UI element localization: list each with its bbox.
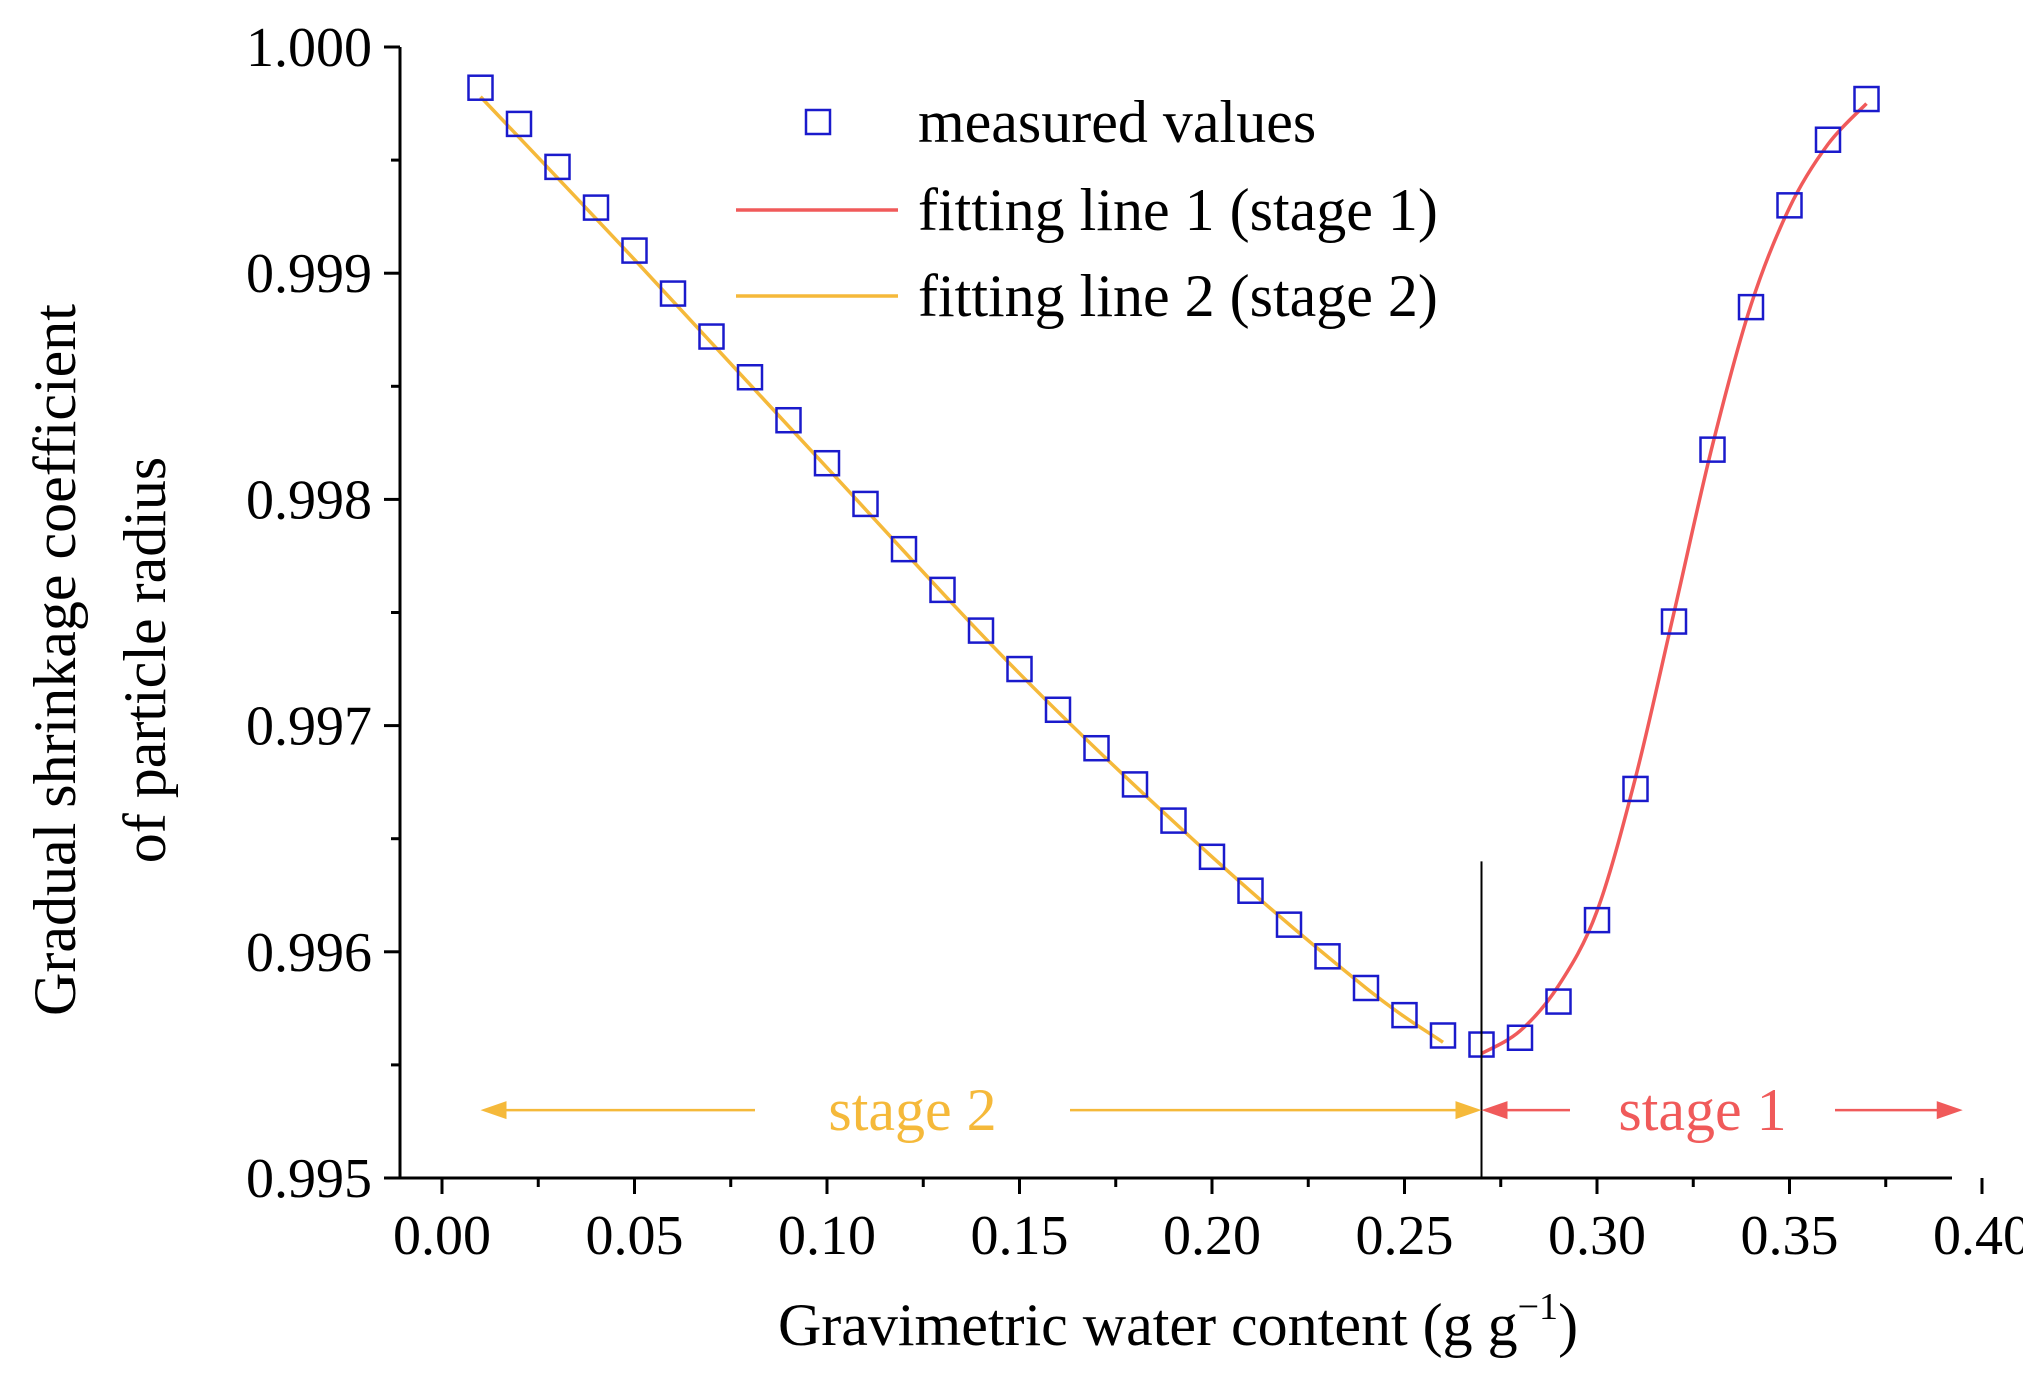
x-tick-label: 0.35 — [1741, 1205, 1839, 1267]
measured-point — [1660, 608, 1688, 635]
x-tick-label: 0.25 — [1356, 1205, 1454, 1267]
x-axis-title: Gravimetric water content (g g−1) — [778, 1286, 1578, 1358]
stage-annotations: stage 2 stage 1 — [480, 861, 1963, 1178]
y-tick-label: 1.000 — [246, 17, 372, 79]
x-tick-label: 0.00 — [393, 1205, 491, 1267]
measured-point — [1275, 911, 1303, 938]
stage-2-arrow-arrowhead-left — [480, 1101, 507, 1120]
axes: 0.00 0.05 0.10 0.15 0.20 0.25 0.30 0.35 0.40 0.99… — [246, 17, 2023, 1267]
measured-point — [698, 323, 725, 350]
x-tick-label: 0.15 — [971, 1205, 1069, 1267]
measured-point — [813, 449, 841, 477]
measured-point — [544, 153, 571, 181]
y-tick-label: 0.996 — [246, 922, 372, 984]
measured-point — [621, 237, 648, 264]
measured-point — [1006, 655, 1033, 683]
y-axis-title-line1: Gradual shrinkage coefficient — [22, 304, 88, 1016]
legend: measured values fitting line 1 (stage 1) f… — [736, 89, 1438, 329]
measured-point — [1083, 734, 1110, 762]
measured-point — [1198, 843, 1226, 871]
measured-point — [929, 576, 956, 604]
x-tick-label: 0.20 — [1163, 1205, 1261, 1267]
measured-point — [1814, 126, 1842, 153]
measured-point — [1429, 1022, 1457, 1049]
fitting-line-1 — [1480, 102, 1868, 1056]
fit-lines — [479, 95, 1868, 1056]
measured-point — [659, 280, 687, 307]
measured-point — [467, 74, 494, 101]
x-tick-label: 0.05 — [586, 1205, 684, 1267]
x-tick-label: 0.40 — [1933, 1205, 2023, 1267]
measured-markers — [467, 74, 1880, 1058]
measured-point — [1737, 293, 1765, 321]
measured-point — [1160, 807, 1187, 834]
legend-label: fitting line 2 (stage 2) — [918, 263, 1438, 329]
measured-point — [890, 535, 918, 563]
legend-item-1: measured values — [804, 89, 1316, 155]
stage-2-arrow: stage 2 — [480, 1077, 1482, 1143]
y-tick-label: 0.995 — [246, 1148, 372, 1210]
axis-titles: Gravimetric water content (g g−1) Gradua… — [22, 304, 1578, 1358]
measured-point — [775, 406, 802, 434]
measured-point — [1622, 775, 1649, 803]
legend-label: fitting line 1 (stage 1) — [918, 177, 1438, 243]
measured-point — [852, 490, 879, 518]
measured-point — [736, 364, 764, 391]
stage-1-arrow-arrowhead-right — [1936, 1101, 1963, 1120]
y-tick-label: 0.998 — [246, 469, 372, 531]
legend-label: measured values — [918, 89, 1316, 155]
measured-point — [1044, 696, 1072, 724]
legend-item-3: fitting line 2 (stage 2) — [736, 263, 1438, 329]
stage-1-arrow-label: stage 1 — [1618, 1077, 1786, 1143]
y-tick-label: 0.997 — [246, 696, 372, 758]
x-tick-label: 0.30 — [1548, 1205, 1646, 1267]
measured-point — [1583, 906, 1611, 934]
stage-2-arrow-arrowhead-right — [1455, 1101, 1482, 1120]
measured-point — [1506, 1024, 1534, 1052]
measured-point — [1699, 436, 1726, 463]
measured-point — [1853, 85, 1880, 113]
measured-point — [1776, 192, 1803, 219]
stage-1-arrow-arrowhead-left — [1481, 1101, 1508, 1120]
legend-item-2: fitting line 1 (stage 1) — [736, 177, 1438, 243]
measured-point — [1545, 988, 1572, 1015]
measured-point — [582, 194, 610, 221]
x-tick-label: 0.10 — [778, 1205, 876, 1267]
measured-point — [967, 617, 995, 644]
stage-1-arrow: stage 1 — [1481, 1077, 1963, 1143]
legend-marker — [804, 108, 832, 136]
y-axis-title-line2: of particle radius — [112, 457, 178, 864]
y-tick-label: 0.999 — [246, 243, 372, 305]
measured-point — [1237, 877, 1264, 904]
measured-point — [1121, 771, 1149, 798]
measured-point — [1391, 1001, 1418, 1029]
measured-point — [1314, 943, 1341, 970]
measured-point — [505, 110, 533, 138]
measured-point — [1352, 974, 1380, 1002]
stage-2-arrow-label: stage 2 — [828, 1077, 996, 1143]
fitting-line-2 — [479, 95, 1445, 1044]
